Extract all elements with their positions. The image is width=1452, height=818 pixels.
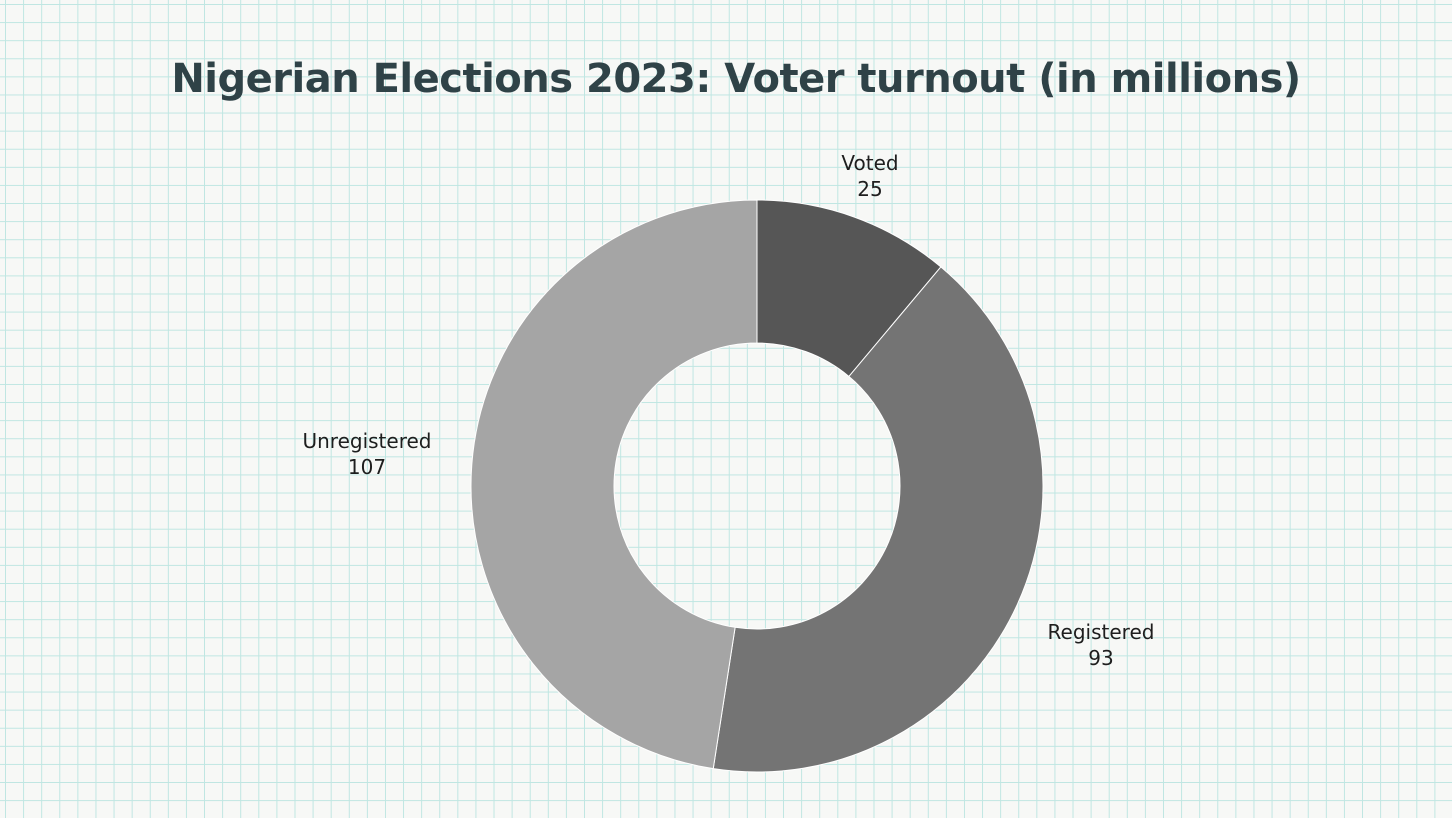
slice-label-unregistered: Unregistered bbox=[302, 429, 431, 453]
chart-title: Nigerian Elections 2023: Voter turnout (… bbox=[171, 56, 1301, 102]
slice-value-voted: 25 bbox=[857, 177, 882, 201]
slice-unregistered bbox=[470, 199, 758, 770]
slice-registered bbox=[712, 266, 1044, 773]
slice-value-unregistered: 107 bbox=[348, 455, 386, 479]
slice-label-voted: Voted bbox=[841, 151, 898, 175]
slice-label-registered: Registered bbox=[1048, 620, 1155, 644]
slice-value-registered: 93 bbox=[1088, 646, 1113, 670]
